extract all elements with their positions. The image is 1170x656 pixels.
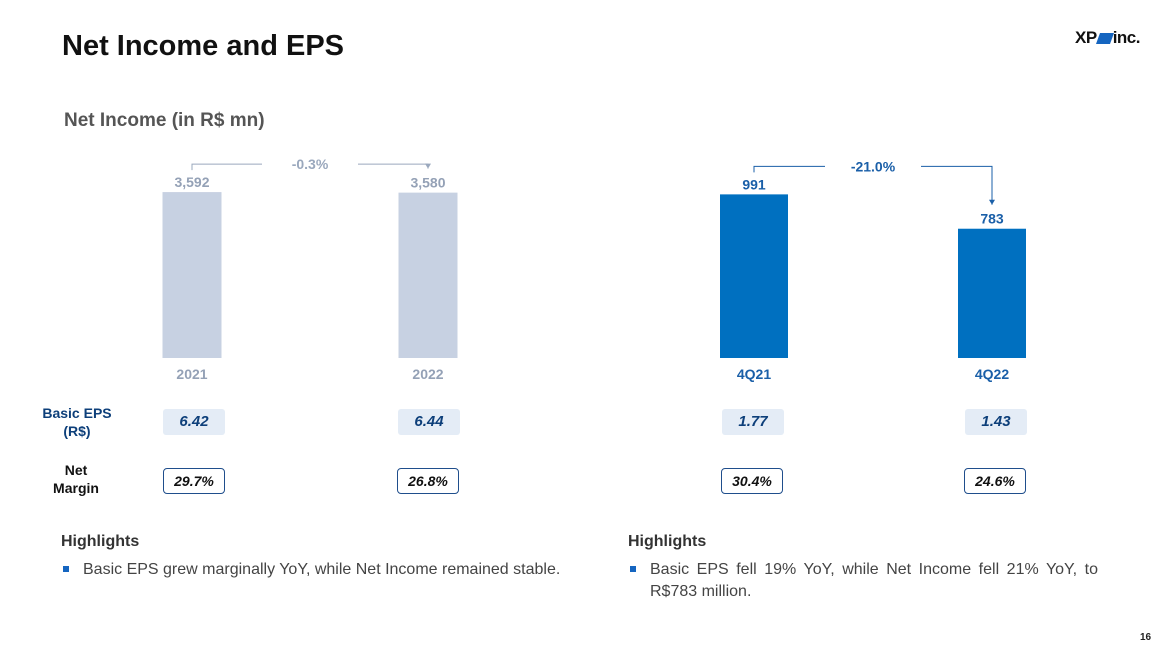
margin-value-2022: 26.8% xyxy=(397,468,459,494)
highlights-text-annual: Basic EPS grew marginally YoY, while Net… xyxy=(63,559,564,581)
change-connector-left-annual xyxy=(191,163,262,171)
net-income-charts: 3,592 2021 3,580 2022 -0.3% 991 4Q21 783 4Q22 -21… xyxy=(162,156,1026,382)
eps-label-line2: (R$) xyxy=(63,423,91,439)
bullet-icon xyxy=(63,566,69,572)
category-label-2021: 2021 xyxy=(176,366,207,382)
change-connector-right-quarterly xyxy=(921,165,993,205)
eps-value-4q21: 1.77 xyxy=(722,409,784,435)
highlights-text-quarterly: Basic EPS fell 19% YoY, while Net Income… xyxy=(630,559,1098,603)
value-label-2021: 3,592 xyxy=(174,174,209,190)
change-connector-right-annual xyxy=(358,163,429,169)
margin-row-label: Net Margin xyxy=(38,461,114,497)
change-label-quarterly: -21.0% xyxy=(851,158,896,174)
bar-4q22 xyxy=(958,228,1026,358)
chart-subtitle: Net Income (in R$ mn) xyxy=(64,110,265,131)
eps-value-2022: 6.44 xyxy=(398,409,460,435)
highlights-title-quarterly: Highlights xyxy=(628,533,707,550)
logo-text-inc: inc. xyxy=(1112,28,1141,47)
category-label-4q22: 4Q22 xyxy=(975,366,1009,382)
margin-value-4q22: 24.6% xyxy=(964,468,1026,494)
category-label-2022: 2022 xyxy=(412,366,443,382)
eps-value-4q22: 1.43 xyxy=(965,409,1027,435)
highlights-title-annual: Highlights xyxy=(61,533,140,550)
xp-inc-logo: XP inc. xyxy=(1075,28,1140,48)
margin-value-2021: 29.7% xyxy=(163,468,225,494)
eps-row-label: Basic EPS (R$) xyxy=(30,404,124,440)
value-label-4q21: 991 xyxy=(742,176,766,192)
change-connector-left-quarterly xyxy=(753,165,825,173)
bar-2021 xyxy=(162,192,222,358)
margin-value-4q21: 30.4% xyxy=(721,468,783,494)
margin-label-line1: Net xyxy=(64,462,88,478)
bar-2022 xyxy=(398,192,458,358)
value-label-2022: 3,580 xyxy=(410,175,445,191)
category-label-4q21: 4Q21 xyxy=(737,366,771,382)
change-arrow-icon xyxy=(989,199,995,205)
eps-value-2021: 6.42 xyxy=(163,409,225,435)
value-label-4q22: 783 xyxy=(980,211,1004,227)
logo-text-xp: XP xyxy=(1075,28,1097,47)
eps-label-line1: Basic EPS xyxy=(42,405,112,421)
change-label-annual: -0.3% xyxy=(292,156,329,172)
highlight-text: Basic EPS fell 19% YoY, while Net Income… xyxy=(650,561,1098,600)
highlight-text: Basic EPS grew marginally YoY, while Net… xyxy=(83,561,561,578)
margin-label-line2: Margin xyxy=(53,480,99,496)
page-title: Net Income and EPS xyxy=(62,30,345,62)
change-arrow-icon xyxy=(425,163,431,169)
bar-4q21 xyxy=(720,194,788,358)
page-number: 16 xyxy=(1140,632,1152,643)
bullet-icon xyxy=(630,566,636,572)
